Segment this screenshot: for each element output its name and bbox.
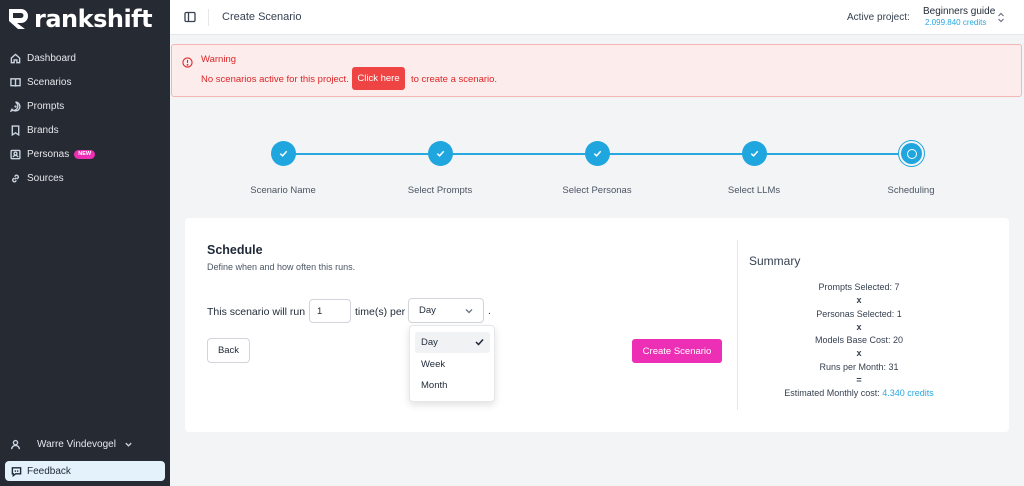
contact-icon — [10, 149, 21, 159]
home-icon — [10, 52, 21, 63]
sidebar-item-label: Prompts — [27, 100, 65, 112]
active-project-label: Active project: — [847, 12, 910, 23]
option-label: Week — [421, 359, 446, 370]
sidebar-item-label: Scenarios — [27, 76, 72, 88]
summary-equals-symbol: = — [856, 375, 862, 386]
summary-times-symbol: x — [856, 295, 862, 306]
warning-banner: Warning No scenarios active for this pro… — [171, 44, 1022, 97]
summary-times-symbol: x — [856, 321, 862, 332]
book-icon — [10, 77, 21, 87]
step-label-select-prompts: Select Prompts — [407, 185, 473, 196]
summary-personas: Personas Selected: 1 — [816, 308, 902, 319]
sidebar-item-sources[interactable]: Sources — [0, 166, 170, 190]
sidebar-item-label: Dashboard — [27, 52, 76, 64]
run-prefix-text: This scenario will run — [207, 306, 306, 318]
bookmark-icon — [11, 124, 20, 136]
current-step-indicator — [901, 143, 922, 164]
sidebar-item-brands[interactable]: Brands — [0, 118, 170, 142]
chevron-updown-icon[interactable] — [997, 12, 1005, 23]
page-title: Create Scenario — [222, 11, 302, 23]
sidebar-item-dashboard[interactable]: Dashboard — [0, 46, 170, 70]
frequency-select[interactable]: Day — [408, 298, 484, 323]
summary-calculation: Prompts Selected: 7 x Personas Selected:… — [759, 281, 959, 401]
user-icon — [10, 439, 21, 449]
top-header: Create Scenario Active project: Beginner… — [170, 0, 1024, 35]
warning-title: Warning — [201, 54, 237, 65]
summary-estimated: Estimated Monthly cost: 4.340 credits — [759, 387, 959, 400]
step-label-scheduling: Scheduling — [887, 185, 935, 196]
option-label: Month — [421, 380, 448, 391]
schedule-subtitle: Define when and how often this runs. — [207, 262, 356, 272]
project-selector[interactable]: Beginners guide — [923, 6, 996, 17]
step-label-select-personas: Select Personas — [562, 185, 632, 196]
summary-prompts: Prompts Selected: 7 — [818, 282, 900, 292]
feedback-icon — [11, 466, 22, 477]
brand-logo[interactable]: rankshift — [6, 4, 153, 34]
brand-name: rankshift — [34, 5, 153, 33]
step-select-personas[interactable] — [585, 141, 610, 166]
sidebar-item-prompts[interactable]: Prompts — [0, 94, 170, 118]
user-menu[interactable]: Warre Vindevogel — [0, 433, 170, 455]
schedule-card: Schedule Define when and how often this … — [185, 218, 1009, 432]
step-scheduling[interactable] — [898, 140, 925, 167]
check-icon — [750, 150, 759, 157]
summary-times-symbol: x — [856, 348, 862, 359]
sidebar-item-label: Personas — [27, 148, 70, 160]
header-divider — [208, 9, 209, 26]
create-scenario-button[interactable]: Create Scenario — [632, 339, 722, 363]
back-button[interactable]: Back — [207, 338, 250, 363]
create-scenario-link-button[interactable]: Click here — [352, 67, 405, 90]
sidebar: rankshift Dashboard Scenarios Prompts Br… — [0, 0, 170, 486]
summary-title: Summary — [749, 254, 801, 268]
warning-text: No scenarios active for this project. — [201, 74, 349, 85]
check-icon — [593, 150, 602, 157]
step-select-prompts[interactable] — [428, 141, 453, 166]
sidebar-nav: Dashboard Scenarios Prompts Brands Perso… — [0, 46, 170, 190]
step-label-scenario-name: Scenario Name — [250, 185, 316, 196]
card-divider — [737, 240, 738, 410]
sidebar-toggle-icon[interactable] — [184, 11, 196, 23]
link-icon — [12, 174, 19, 182]
sidebar-item-scenarios[interactable]: Scenarios — [0, 70, 170, 94]
schedule-title: Schedule — [207, 243, 263, 257]
chevron-down-icon — [465, 309, 473, 314]
step-select-llms[interactable] — [742, 141, 767, 166]
feedback-button[interactable]: Feedback — [5, 461, 165, 481]
current-step-ring — [906, 148, 917, 159]
chat-icon — [10, 100, 21, 112]
summary-estimated-label: Estimated Monthly cost: — [784, 388, 880, 399]
project-credits: 2.099.840 credits — [925, 18, 987, 27]
summary-models: Models Base Cost: 20 — [814, 335, 904, 346]
frequency-option-week[interactable]: Week — [415, 354, 490, 375]
new-badge: NEW — [74, 149, 96, 159]
times-input[interactable] — [309, 299, 351, 323]
warning-text-after: to create a scenario. — [411, 74, 498, 85]
frequency-dropdown: Day Week Month — [409, 325, 495, 402]
summary-runs: Runs per Month: 31 — [819, 361, 899, 372]
option-label: Day — [421, 337, 438, 348]
check-icon — [279, 150, 288, 157]
alert-circle-icon — [182, 57, 193, 68]
check-icon — [475, 338, 484, 346]
summary-estimated-value: 4.340 credits — [882, 388, 934, 399]
frequency-option-day[interactable]: Day — [415, 332, 490, 353]
chevron-down-icon — [125, 442, 132, 447]
run-suffix-text: . — [488, 305, 491, 317]
user-name: Warre Vindevogel — [37, 438, 116, 450]
feedback-label: Feedback — [27, 465, 71, 477]
step-label-select-llms: Select LLMs — [727, 185, 781, 196]
run-middle-text: time(s) per — [355, 306, 406, 318]
check-icon — [436, 150, 445, 157]
sidebar-item-personas[interactable]: Personas NEW — [0, 142, 170, 166]
step-scenario-name[interactable] — [271, 141, 296, 166]
rankshift-logo-icon — [9, 9, 28, 29]
frequency-selected-value: Day — [419, 305, 436, 316]
sidebar-item-label: Brands — [27, 124, 59, 136]
frequency-option-month[interactable]: Month — [415, 375, 490, 396]
sidebar-item-label: Sources — [27, 172, 64, 184]
